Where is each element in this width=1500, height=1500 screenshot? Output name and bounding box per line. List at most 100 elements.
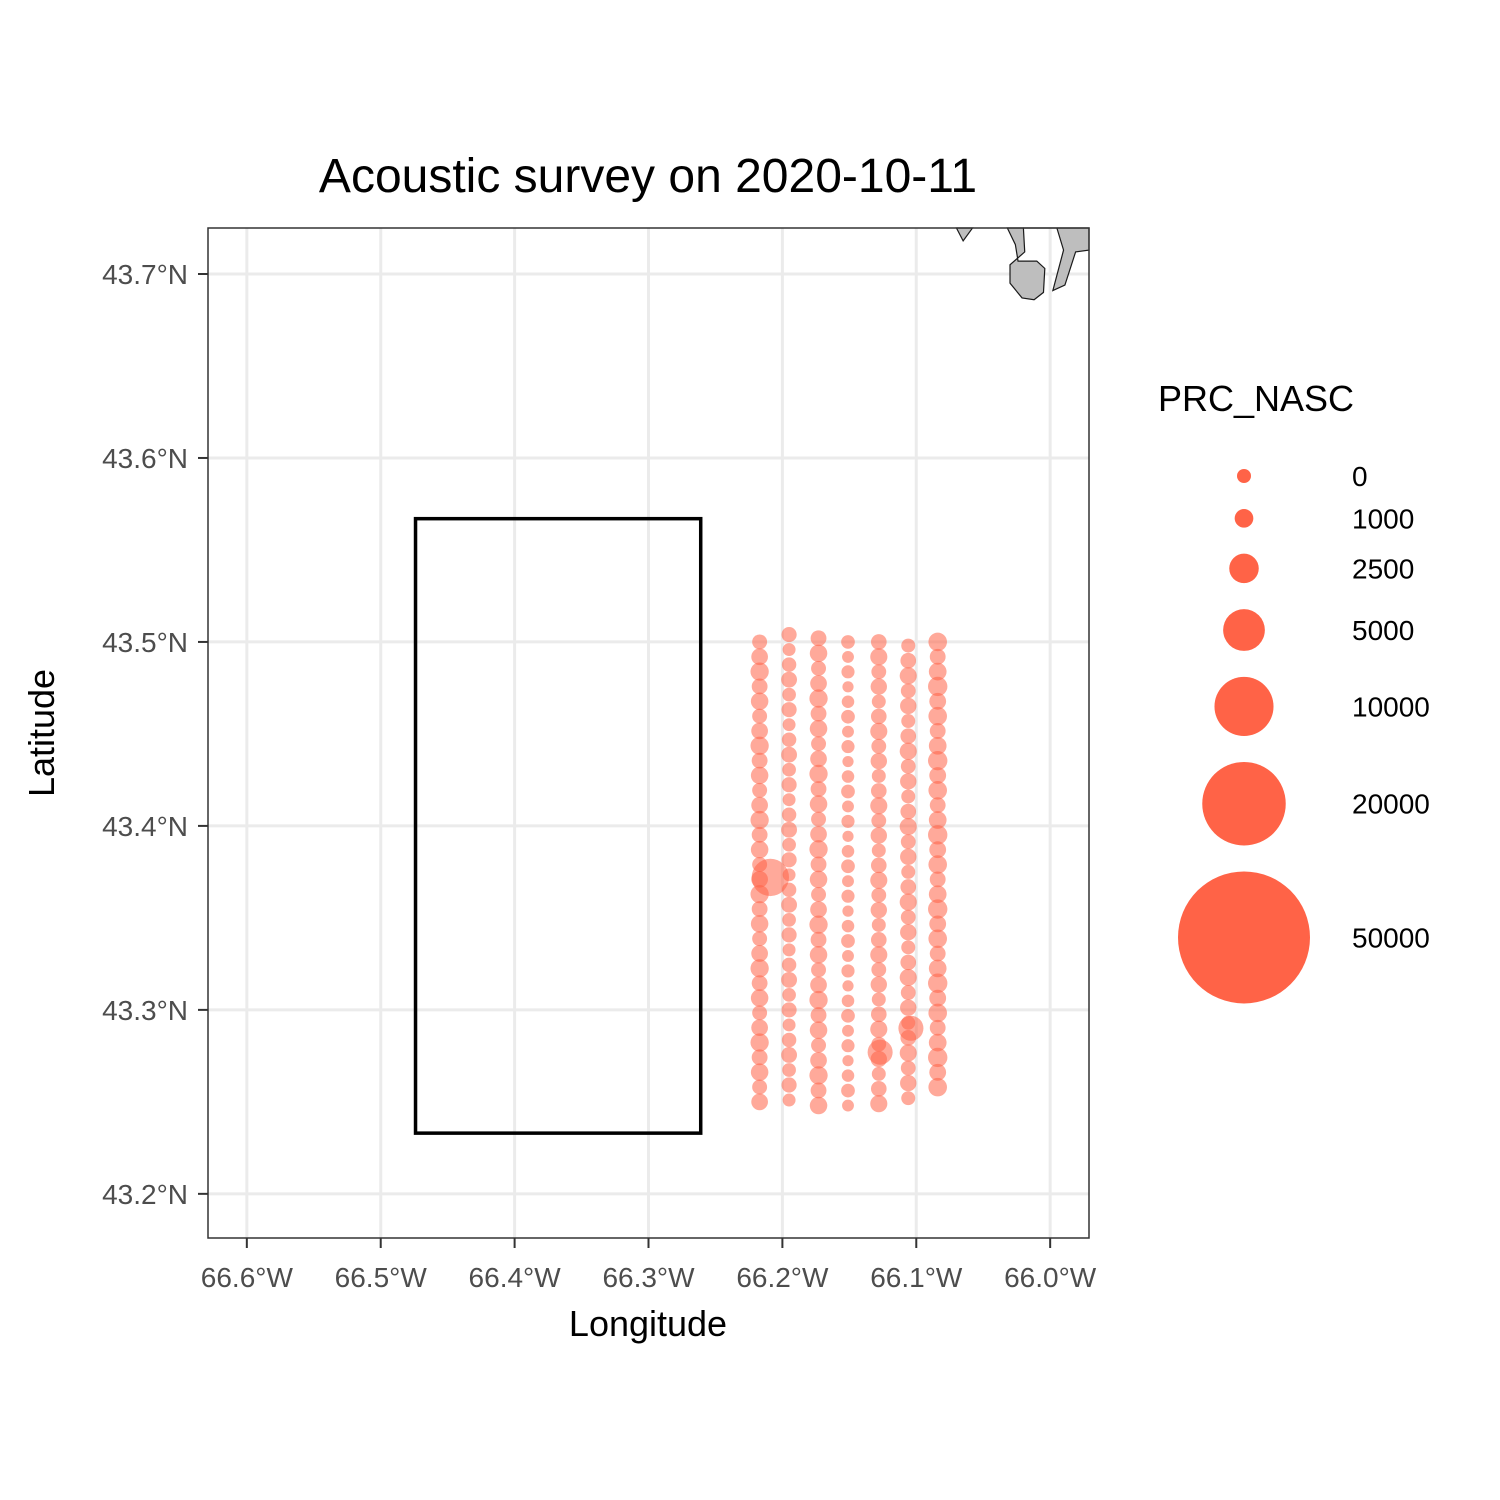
point-t2-30 xyxy=(810,1082,827,1099)
point-t0-6 xyxy=(751,722,768,740)
point-t1-23 xyxy=(781,971,798,988)
point-t6-9 xyxy=(929,767,947,784)
y-tick-label-5: 43.7°N xyxy=(102,259,188,290)
point-t5-8 xyxy=(900,758,916,774)
point-t3-11 xyxy=(842,800,854,813)
point-t1-19 xyxy=(782,912,796,927)
point-t5-20 xyxy=(901,940,916,955)
point-t6-3 xyxy=(928,676,948,697)
point-t5-30 xyxy=(901,1091,916,1106)
point-t1-8 xyxy=(781,746,798,763)
land-polygon-1 xyxy=(1006,227,1046,301)
x-tick-label-3: 66.3°W xyxy=(602,1262,695,1293)
x-tick-label-5: 66.1°W xyxy=(870,1262,963,1293)
legend-title: PRC_NASC xyxy=(1158,378,1354,419)
legend: PRC_NASC 0 1000 2500 5000 10000 20000 50000 xyxy=(1158,378,1430,1004)
point-t6-0 xyxy=(928,632,947,652)
legend-label-6: 50000 xyxy=(1352,922,1430,953)
point-t0-12 xyxy=(750,810,769,830)
x-tick-label-4: 66.2°W xyxy=(736,1262,829,1293)
point-t0-3 xyxy=(751,678,768,695)
point-t6-17 xyxy=(928,885,947,904)
x-tick-label-0: 66.6°W xyxy=(201,1262,294,1293)
point-t0-28 xyxy=(751,1049,768,1066)
point-t2-5 xyxy=(810,705,827,722)
point-t2-0 xyxy=(810,630,827,647)
point-t3-20 xyxy=(841,934,855,948)
point-t4-10 xyxy=(870,783,887,799)
point-t3-24 xyxy=(841,994,855,1008)
point-t1-14 xyxy=(782,837,796,852)
point-t2-27 xyxy=(811,1037,827,1053)
point-t4-14 xyxy=(871,843,886,858)
point-t0-22 xyxy=(750,959,769,978)
point-notable-2 xyxy=(867,1039,893,1065)
x-axis: 66.6°W 66.5°W 66.4°W 66.3°W 66.2°W 66.1°W 66.0… xyxy=(201,1238,1097,1293)
point-t1-6 xyxy=(782,718,796,732)
point-t4-22 xyxy=(871,962,887,978)
point-t6-30 xyxy=(928,1077,947,1097)
point-t1-30 xyxy=(781,1077,797,1093)
legend-key-4 xyxy=(1214,676,1274,736)
point-t6-10 xyxy=(928,781,947,800)
y-tick-label-2: 43.4°N xyxy=(102,811,188,842)
point-t3-27 xyxy=(841,1039,855,1053)
point-t3-22 xyxy=(841,964,855,978)
y-tick-label-4: 43.6°N xyxy=(102,443,188,474)
point-t4-1 xyxy=(870,648,888,666)
point-t3-5 xyxy=(841,709,855,724)
point-t4-15 xyxy=(870,857,887,874)
point-t6-5 xyxy=(928,706,947,726)
point-t4-16 xyxy=(870,871,888,889)
point-t5-13 xyxy=(900,834,916,850)
point-t0-8 xyxy=(751,752,768,769)
point-t5-28 xyxy=(900,1060,916,1076)
point-t3-15 xyxy=(841,859,855,874)
point-t0-5 xyxy=(752,708,768,724)
point-t3-19 xyxy=(841,919,855,933)
point-t6-25 xyxy=(928,1003,947,1023)
y-tick-label-3: 43.5°N xyxy=(102,627,188,658)
point-t2-6 xyxy=(809,719,828,738)
point-t2-13 xyxy=(810,825,827,843)
point-t4-26 xyxy=(870,1020,888,1038)
point-t1-0 xyxy=(781,626,797,643)
point-t4-6 xyxy=(870,722,888,740)
legend-label-4: 10000 xyxy=(1352,691,1430,722)
point-t6-18 xyxy=(928,899,948,919)
legend-key-5 xyxy=(1202,761,1286,846)
point-t2-4 xyxy=(809,689,828,708)
point-t6-8 xyxy=(928,750,948,771)
point-t1-20 xyxy=(781,927,797,943)
point-t1-4 xyxy=(782,687,796,702)
point-t4-11 xyxy=(870,797,888,815)
point-t3-0 xyxy=(841,635,855,649)
point-t1-29 xyxy=(782,1063,796,1077)
point-t1-9 xyxy=(782,762,796,777)
survey-area-rect xyxy=(413,516,703,1135)
point-t6-12 xyxy=(928,811,947,829)
point-t6-19 xyxy=(929,915,947,933)
point-t5-4 xyxy=(900,697,917,715)
point-t2-7 xyxy=(811,736,827,752)
point-t6-7 xyxy=(928,736,947,755)
point-t2-9 xyxy=(809,764,828,784)
point-t3-10 xyxy=(841,784,855,799)
y-tick-label-1: 43.3°N xyxy=(102,995,188,1026)
point-t4-21 xyxy=(870,946,888,964)
point-t5-18 xyxy=(900,909,916,925)
point-t0-26 xyxy=(751,1019,768,1037)
point-t1-31 xyxy=(782,1093,796,1107)
point-t4-9 xyxy=(871,769,886,783)
point-t6-14 xyxy=(929,841,947,859)
point-t2-15 xyxy=(810,856,827,873)
point-t4-20 xyxy=(870,932,887,948)
point-t1-13 xyxy=(781,821,798,838)
legend-label-0: 0 xyxy=(1352,461,1368,492)
point-notable-0 xyxy=(751,858,790,897)
point-t5-23 xyxy=(900,985,916,1000)
point-t3-3 xyxy=(842,681,854,693)
point-t4-23 xyxy=(870,976,887,993)
point-t4-12 xyxy=(871,813,887,829)
coastline xyxy=(955,227,1090,301)
